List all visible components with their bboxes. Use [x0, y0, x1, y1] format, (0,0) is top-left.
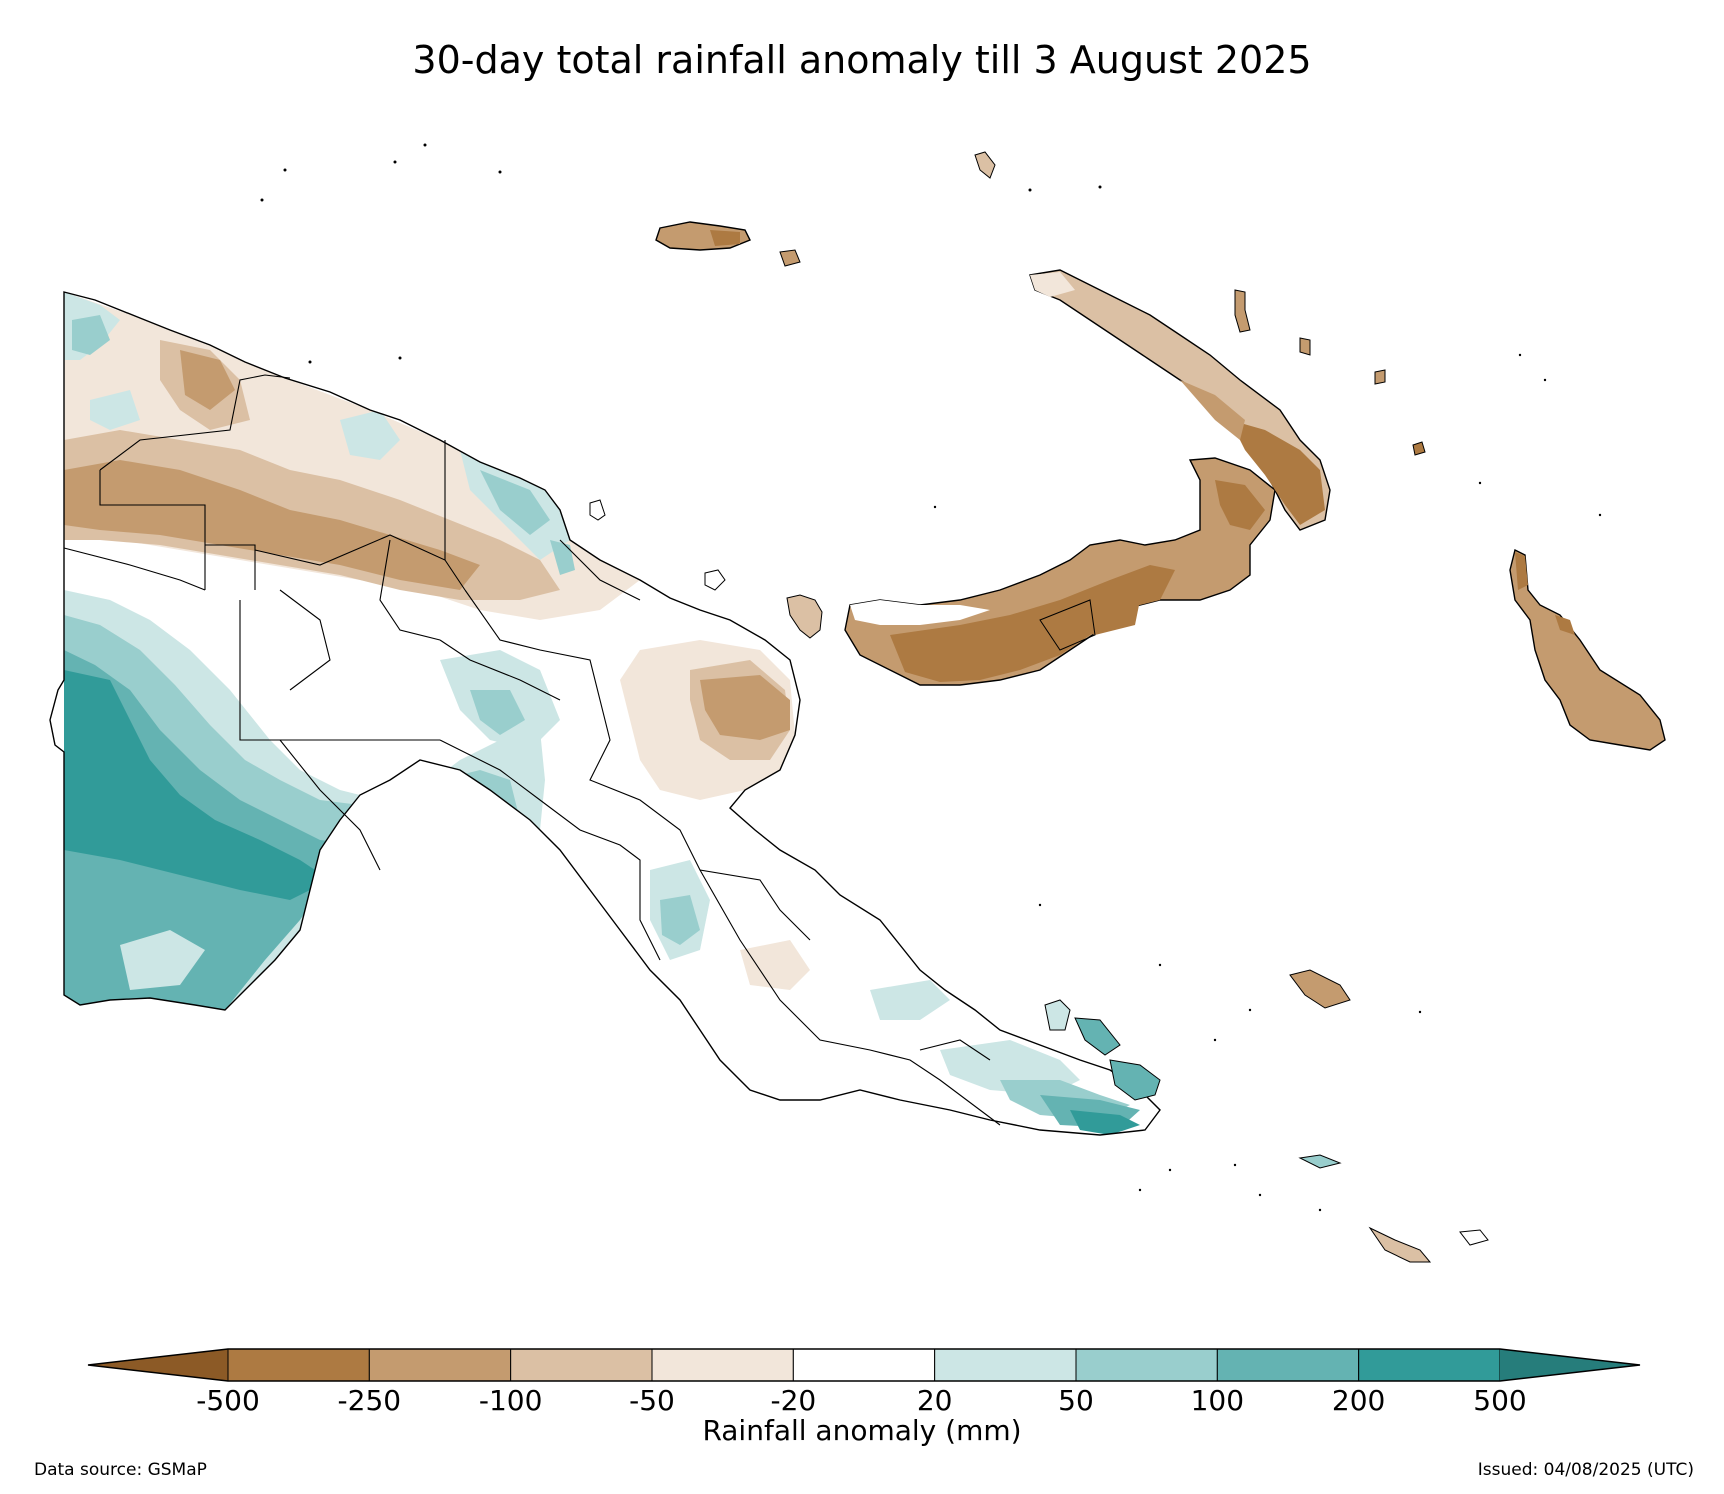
colorbar-tick-label: 200	[1331, 1384, 1386, 1417]
colorbar-bin	[934, 1348, 1077, 1382]
data-source-text: Data source: GSMaP	[34, 1460, 207, 1480]
colorbar-extension-low	[88, 1349, 228, 1381]
colorbar-tick-label: 100	[1190, 1384, 1245, 1417]
island-new-britain	[844, 457, 1276, 686]
colorbar-tick-label: 20	[916, 1384, 953, 1417]
rainfall-anomaly-map	[49, 143, 1666, 1263]
colorbar-extension-high	[1500, 1349, 1640, 1381]
colorbar-bin	[1216, 1348, 1360, 1382]
colorbar-tick-label: 500	[1473, 1384, 1527, 1417]
colorbar-tick-label: -100	[478, 1384, 543, 1417]
island-manus	[655, 221, 801, 267]
colorbar-bin	[227, 1348, 370, 1382]
island-new-ireland	[1029, 269, 1331, 531]
colorbar-bin	[368, 1348, 512, 1382]
colorbar-tick-label: -50	[629, 1384, 675, 1417]
mainland	[49, 291, 1161, 1136]
colorbar-label: Rainfall anomaly (mm)	[702, 1414, 1022, 1447]
colorbar-outline	[87, 1348, 1641, 1382]
island-bougainville	[1509, 548, 1666, 751]
tiny-islets	[260, 143, 1602, 1212]
issued-date-text: Issued: 04/08/2025 (UTC)	[1477, 1460, 1694, 1480]
colorbar-bin	[651, 1348, 794, 1382]
map-title: 30-day total rainfall anomaly till 3 Aug…	[412, 38, 1312, 82]
colorbar-tick-label: -20	[770, 1384, 817, 1417]
colorbar-bin	[792, 1348, 936, 1382]
colorbar-tick-label: -500	[196, 1384, 260, 1417]
colorbar-bin	[1075, 1348, 1218, 1382]
colorbar-tick-label: -250	[337, 1384, 402, 1417]
colorbar-bin	[1358, 1348, 1501, 1382]
small-islands	[589, 151, 1489, 1263]
province-boundaries	[63, 374, 1001, 1126]
colorbar-tick-label: 50	[1058, 1384, 1094, 1417]
colorbar-bin	[510, 1348, 653, 1382]
